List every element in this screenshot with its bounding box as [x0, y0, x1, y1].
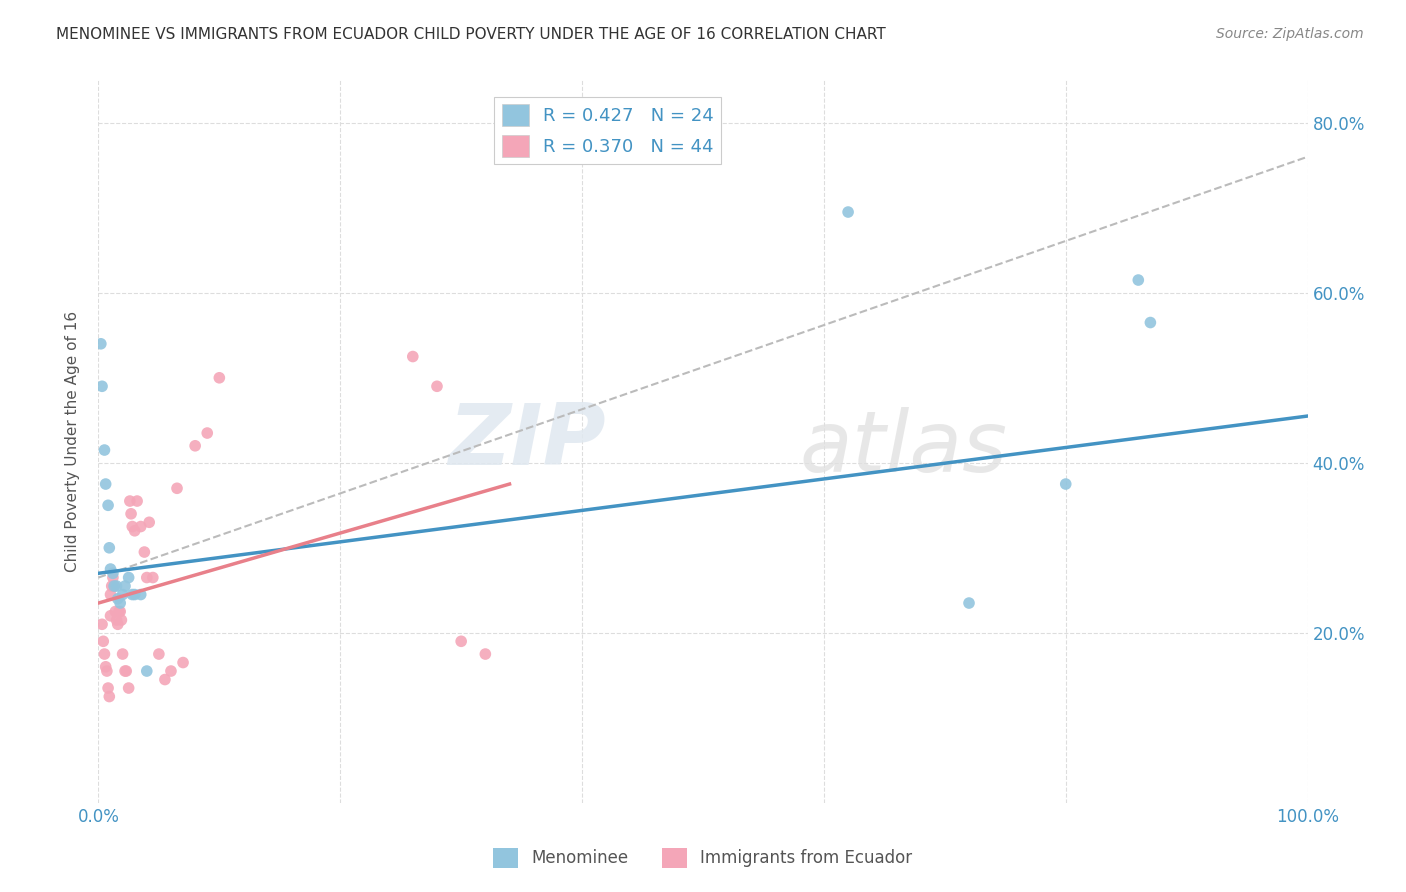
Point [1139, 316, 1161, 330]
Point [91, 634, 114, 648]
Point [118, 570, 141, 584]
Point [160, 664, 183, 678]
Legend: R = 0.427   N = 24, R = 0.370   N = 44: R = 0.427 N = 24, R = 0.370 N = 44 [495, 96, 721, 164]
Point [108, 596, 131, 610]
Point [105, 613, 128, 627]
Point [98, 690, 121, 704]
Point [101, 570, 124, 584]
Text: ZIP: ZIP [449, 400, 606, 483]
Text: MENOMINEE VS IMMIGRANTS FROM ECUADOR CHILD POVERTY UNDER THE AGE OF 16 CORRELATI: MENOMINEE VS IMMIGRANTS FROM ECUADOR CHI… [56, 27, 886, 42]
Point [94, 477, 117, 491]
Point [135, 664, 157, 678]
Text: atlas: atlas [800, 408, 1008, 491]
Point [107, 591, 129, 606]
Point [124, 588, 146, 602]
Point [94, 660, 117, 674]
Point [129, 588, 152, 602]
Point [135, 570, 157, 584]
Point [129, 519, 152, 533]
Point [166, 481, 188, 495]
Point [100, 588, 122, 602]
Point [98, 541, 121, 555]
Point [105, 579, 128, 593]
Point [172, 656, 194, 670]
Point [120, 507, 142, 521]
Point [108, 605, 131, 619]
Point [153, 673, 176, 687]
Point [115, 664, 138, 678]
Point [1128, 273, 1150, 287]
Point [114, 664, 136, 678]
Point [100, 562, 122, 576]
Point [208, 371, 231, 385]
Legend: Menominee, Immigrants from Ecuador: Menominee, Immigrants from Ecuador [486, 841, 920, 875]
Point [97, 498, 120, 512]
Text: Source: ZipAtlas.com: Source: ZipAtlas.com [1216, 27, 1364, 41]
Point [142, 570, 165, 584]
Point [957, 596, 980, 610]
Point [121, 588, 143, 602]
Point [474, 647, 496, 661]
Point [837, 205, 859, 219]
Point [104, 605, 127, 619]
Point [124, 524, 146, 538]
Point [101, 566, 124, 581]
Point [195, 425, 218, 440]
Point [450, 634, 472, 648]
Point [91, 379, 114, 393]
Point [93, 443, 115, 458]
Point [111, 588, 134, 602]
Y-axis label: Child Poverty Under the Age of 16: Child Poverty Under the Age of 16 [65, 311, 80, 572]
Point [118, 494, 141, 508]
Point [91, 617, 114, 632]
Point [103, 579, 125, 593]
Point [100, 608, 122, 623]
Point [127, 494, 149, 508]
Point [402, 350, 425, 364]
Point [90, 336, 112, 351]
Point [426, 379, 449, 393]
Point [103, 579, 125, 593]
Point [111, 647, 134, 661]
Point [96, 664, 118, 678]
Point [138, 516, 160, 530]
Point [100, 579, 122, 593]
Point [1054, 477, 1077, 491]
Point [110, 613, 132, 627]
Point [134, 545, 156, 559]
Point [148, 647, 170, 661]
Point [121, 519, 143, 533]
Point [108, 605, 131, 619]
Point [114, 579, 136, 593]
Point [93, 647, 115, 661]
Point [184, 439, 207, 453]
Point [107, 617, 129, 632]
Point [97, 681, 120, 695]
Point [118, 681, 141, 695]
